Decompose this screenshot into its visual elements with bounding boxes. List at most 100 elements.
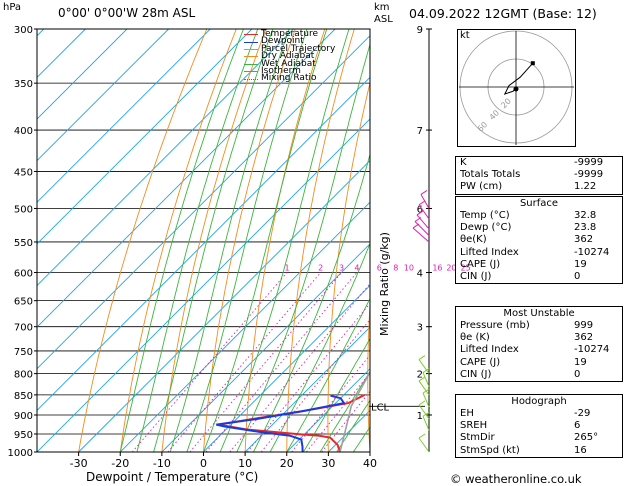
wind-barb bbox=[420, 194, 430, 209]
table-row-label: SREH bbox=[460, 420, 488, 432]
isotherm-line bbox=[37, 29, 86, 79]
wet-adiabat-line bbox=[169, 29, 290, 452]
table-row-value: 1.22 bbox=[574, 181, 597, 193]
table-row: SREH 6 bbox=[456, 420, 622, 432]
table-row-value: -9999 bbox=[574, 157, 604, 168]
height-label-km: 1 bbox=[417, 411, 423, 422]
table-row-label: K bbox=[460, 157, 467, 168]
table-row-value: 265° bbox=[574, 432, 599, 444]
table-row-label: CIN (J) bbox=[460, 368, 492, 380]
isotherm-line bbox=[37, 29, 169, 162]
isotherm-line bbox=[37, 29, 211, 203]
table-section-title: Most Unstable bbox=[503, 308, 575, 319]
pressure-label-700: 700 bbox=[14, 323, 33, 334]
table-row-label: Lifted Index bbox=[460, 246, 519, 258]
table-row-value: 6 bbox=[574, 420, 581, 432]
legend-item: Parcel Trajectory bbox=[244, 44, 335, 54]
table-row: EH -29 bbox=[456, 408, 622, 420]
table-row-value: 19 bbox=[574, 356, 587, 368]
table-row-label: StmDir bbox=[460, 432, 495, 444]
height-label-km: 7 bbox=[417, 126, 423, 137]
mixing-ratio-line bbox=[167, 272, 322, 452]
pressure-label-900: 900 bbox=[14, 411, 33, 422]
dry-adiabat-line bbox=[327, 80, 370, 452]
mixing-ratio-label: 1 bbox=[284, 264, 289, 273]
wet-adiabat-line bbox=[336, 399, 370, 452]
table-row: CIN (J) 0 bbox=[456, 271, 622, 283]
indices-table: K -9999 Totals Totals -9999 PW (cm) 1.22 bbox=[455, 156, 623, 195]
plot-frame bbox=[36, 28, 371, 453]
table-row-value: -9999 bbox=[574, 169, 604, 181]
wind-barb-feather bbox=[418, 200, 426, 206]
table-row-label: Totals Totals bbox=[460, 169, 521, 181]
legend-swatch bbox=[244, 41, 258, 43]
x-tick-label: -10 bbox=[153, 457, 171, 470]
table-section-title: Hodograph bbox=[511, 396, 567, 407]
mixing-ratio-line bbox=[260, 318, 370, 452]
wind-barb bbox=[418, 359, 430, 374]
table-row: StmDir 265° bbox=[456, 432, 622, 444]
wind-barb-feather bbox=[416, 210, 424, 216]
series-dewpoint bbox=[216, 394, 346, 452]
legend-label: Isotherm bbox=[261, 65, 301, 76]
legend-item: Dewpoint bbox=[244, 37, 335, 46]
wind-barb-feather bbox=[422, 388, 430, 394]
legend-label: Mixing Ratio bbox=[261, 73, 317, 84]
legend-swatch bbox=[244, 34, 258, 36]
table-row: K -9999 bbox=[456, 157, 622, 169]
wind-barb-feather bbox=[422, 411, 430, 417]
wind-barb bbox=[422, 416, 430, 431]
table-row: CAPE (J) 19 bbox=[456, 357, 622, 369]
x-tick-label: 10 bbox=[238, 457, 252, 470]
hodograph-unit-label: kt bbox=[460, 30, 470, 41]
pressure-label-750: 750 bbox=[14, 347, 33, 358]
isotherm-line bbox=[37, 29, 336, 328]
legend-label: Wet Adiabat bbox=[261, 58, 316, 69]
table-row-value: 999 bbox=[574, 320, 594, 331]
table-row: PW (cm) 1.22 bbox=[456, 181, 622, 193]
wind-barb-feather bbox=[418, 355, 426, 361]
x-tick-label: 40 bbox=[363, 457, 377, 470]
legend-swatch bbox=[244, 78, 258, 80]
wet-adiabat-line bbox=[186, 29, 308, 452]
mixing-ratio-label: 4 bbox=[354, 264, 359, 273]
wind-barb-feather bbox=[418, 376, 426, 382]
mixing-ratio-line bbox=[291, 354, 370, 452]
legend-swatch bbox=[244, 56, 258, 58]
wind-barb-feather bbox=[412, 223, 420, 229]
pressure-label-500: 500 bbox=[14, 204, 33, 215]
legend-item: Temperature bbox=[244, 29, 335, 39]
mixing-ratio-line bbox=[131, 272, 288, 452]
legend-label: Temperature bbox=[261, 29, 319, 39]
table-row: Lifted Index -10274 bbox=[456, 344, 622, 356]
table-row-value: -10274 bbox=[574, 344, 610, 356]
wind-barb-feather bbox=[418, 433, 426, 439]
isotherm-line bbox=[161, 243, 370, 452]
table-row-label: Lifted Index bbox=[460, 344, 519, 356]
series-parcel-trajectory bbox=[339, 370, 370, 452]
wind-barb bbox=[412, 227, 430, 243]
pressure-label-600: 600 bbox=[14, 269, 33, 280]
x-tick-label: -30 bbox=[70, 457, 88, 470]
table-row: Dewp (°C) 23.8 bbox=[456, 222, 622, 234]
pressure-label-850: 850 bbox=[14, 391, 33, 402]
table-row: Lifted Index -10274 bbox=[456, 247, 622, 259]
dry-adiabat-line bbox=[286, 29, 355, 452]
wind-barb bbox=[416, 214, 430, 230]
wet-adiabat-line bbox=[119, 29, 244, 452]
wind-barb-feather bbox=[422, 368, 430, 373]
mixing-ratio-line bbox=[321, 390, 370, 452]
mixing-ratio-label: 8 bbox=[393, 264, 398, 273]
table-row: Totals Totals -9999 bbox=[456, 169, 622, 181]
legend-label: Dry Adiabat bbox=[261, 51, 315, 62]
footer-credit: © weatheronline.co.uk bbox=[450, 472, 582, 486]
dry-adiabat-line bbox=[119, 29, 237, 452]
dry-adiabat-line bbox=[367, 297, 370, 452]
hodograph-storm-motion bbox=[513, 86, 519, 92]
pressure-label-400: 400 bbox=[14, 126, 33, 137]
wet-adiabat-line bbox=[153, 29, 274, 452]
table-row-label: CIN (J) bbox=[460, 270, 492, 282]
wet-adiabat-line bbox=[303, 337, 370, 452]
legend-item: Mixing Ratio bbox=[244, 73, 335, 84]
